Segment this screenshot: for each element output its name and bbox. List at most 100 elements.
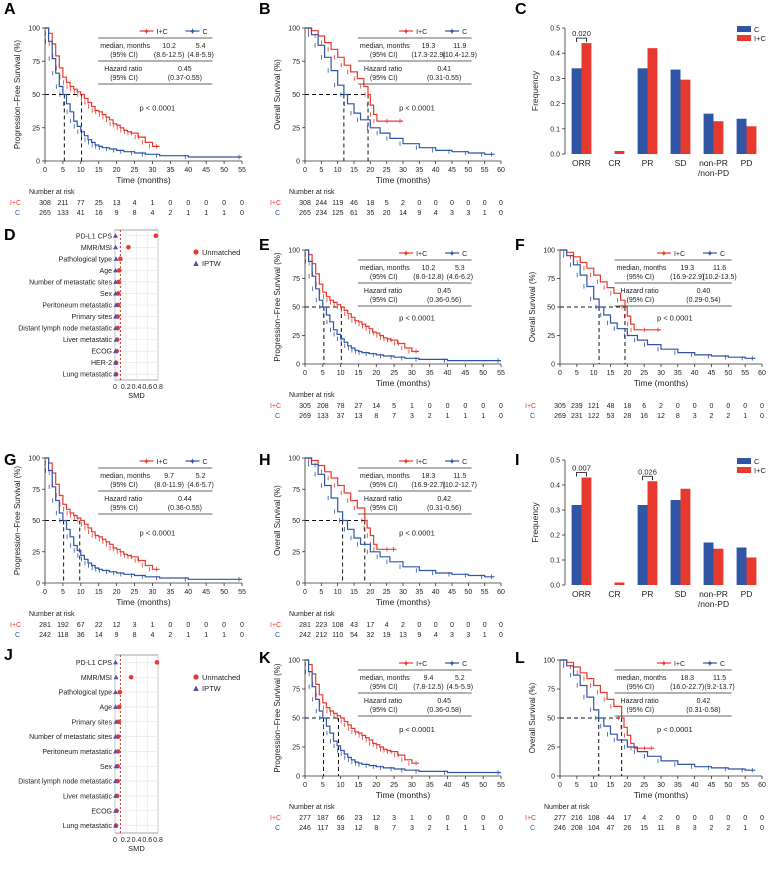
risk-table-title: Number at risk <box>289 611 335 618</box>
y-tick-label: 75 <box>32 59 40 66</box>
legend-marker-c: ✦ <box>189 457 197 467</box>
risk-count-ic: 22 <box>95 622 103 629</box>
stats-hr-ci-label: (95% CI) <box>627 707 655 714</box>
category-label: CR <box>608 589 620 599</box>
legend-swatch-I+C <box>737 467 751 473</box>
x-tick-label: 60 <box>758 782 766 789</box>
risk-count-ic: 1 <box>410 815 414 822</box>
x-axis-title: SMD <box>128 844 145 853</box>
risk-count-c: 9 <box>417 210 421 217</box>
risk-count-c: 0 <box>499 210 503 217</box>
risk-count-c: 117 <box>317 825 328 832</box>
x-tick-label: 15 <box>355 370 363 377</box>
risk-label-ic: I+C <box>525 815 536 822</box>
legend-label-ic: I+C <box>416 459 427 466</box>
stats-ic-median: 19.3 <box>422 43 436 50</box>
risk-count-ic: 305 <box>554 403 566 410</box>
significance-label: 0.007 <box>572 464 591 473</box>
point-iptw <box>113 267 119 273</box>
risk-count-c: 0 <box>499 632 503 639</box>
x-tick-label: 5 <box>321 782 325 789</box>
variable-label: ECOG <box>91 349 112 356</box>
x-tick-label: 20 <box>113 589 121 596</box>
x-tick-label: 20 <box>372 370 380 377</box>
risk-count-c: 212 <box>315 632 327 639</box>
bar-I+C-5 <box>746 126 757 154</box>
risk-label-ic: I+C <box>270 200 281 207</box>
x-tick-label: 45 <box>708 782 716 789</box>
x-tick-label: 0 <box>558 782 562 789</box>
risk-count-c: 1 <box>743 825 747 832</box>
bar-I+C-1 <box>614 582 625 585</box>
legend-label-ic: I+C <box>674 251 685 258</box>
risk-count-ic: 277 <box>299 815 311 822</box>
stats-median-label: median, months <box>360 43 410 50</box>
y-tick-label: 75 <box>32 487 40 494</box>
risk-count-ic: 0 <box>428 815 432 822</box>
stats-hr-value: 0.40 <box>697 288 711 295</box>
y-tick-label: 75 <box>292 276 300 283</box>
risk-count-c: 0 <box>499 413 503 420</box>
panel-label-D: D <box>4 227 16 244</box>
x-axis-title: SMD <box>128 391 145 400</box>
x-tick-label: 5 <box>319 589 323 596</box>
risk-count-ic: 4 <box>385 622 389 629</box>
risk-count-ic: 0 <box>481 815 485 822</box>
y-tick-label: 0 <box>36 159 40 166</box>
legend-marker-ic: ✦ <box>143 27 151 37</box>
stats-hr-value: 0.45 <box>437 288 451 295</box>
point-unmatched <box>128 674 134 680</box>
risk-count-ic: 223 <box>315 622 327 629</box>
p-value: p < 0.0001 <box>399 103 435 112</box>
y-tick-label: 0 <box>296 774 300 781</box>
risk-count-c: 1 <box>186 632 190 639</box>
x-tick-label: 40 <box>691 782 699 789</box>
x-tick-label: 35 <box>166 167 174 174</box>
risk-count-ic: 0 <box>466 622 470 629</box>
stats-hr-ci-label: (95% CI) <box>627 297 655 304</box>
risk-count-c: 8 <box>676 825 680 832</box>
stats-hr-label: Hazard ratio <box>364 66 402 73</box>
x-tick-label: 10 <box>337 370 345 377</box>
stats-c-ci: (4.6-5.7) <box>187 482 213 489</box>
legend-label-ic: I+C <box>416 661 427 668</box>
risk-label-c: C <box>530 825 535 832</box>
stats-hr-label: Hazard ratio <box>621 288 659 295</box>
risk-count-c: 265 <box>39 210 51 217</box>
risk-count-c: 28 <box>623 413 631 420</box>
risk-count-c: 269 <box>299 413 311 420</box>
risk-count-c: 1 <box>483 632 487 639</box>
legend-label-ic: I+C <box>674 661 685 668</box>
risk-count-c: 133 <box>57 210 69 217</box>
point-iptw <box>113 360 119 365</box>
risk-count-ic: 12 <box>113 622 121 629</box>
x-tick-label: 60 <box>497 589 505 596</box>
risk-count-c: 37 <box>337 413 345 420</box>
point-iptw <box>113 763 119 769</box>
stats-c-ci: (10.2-12.7) <box>443 482 477 489</box>
panel-label-F: F <box>515 237 525 254</box>
risk-count-c: 8 <box>374 825 378 832</box>
risk-count-c: 2 <box>710 413 714 420</box>
stats-c-ci: (4.6-6.2) <box>447 274 473 281</box>
y-tick-label: 100 <box>543 658 555 665</box>
point-iptw <box>113 337 119 342</box>
point-iptw <box>113 674 119 680</box>
stats-median-ci-label: (95% CI) <box>627 274 655 281</box>
risk-count-ic: 108 <box>588 815 600 822</box>
variable-label: Distant lymph node metastatic <box>18 326 112 333</box>
risk-count-c: 1 <box>463 413 467 420</box>
legend-label-c: C <box>462 459 467 466</box>
x-tick-label: 55 <box>497 782 505 789</box>
stats-c-ci: (4.5-5.9) <box>447 684 473 691</box>
bar-C-3 <box>670 500 681 585</box>
y-tick-label: 100 <box>28 26 40 33</box>
x-axis-title: Time (months) <box>116 175 171 185</box>
risk-count-ic: 67 <box>77 622 85 629</box>
risk-count-ic: 0 <box>499 403 503 410</box>
risk-count-ic: 305 <box>299 403 311 410</box>
y-tick-label: 0 <box>296 362 300 369</box>
x-tick-label: 25 <box>640 782 648 789</box>
x-tick-label: 35 <box>166 589 174 596</box>
